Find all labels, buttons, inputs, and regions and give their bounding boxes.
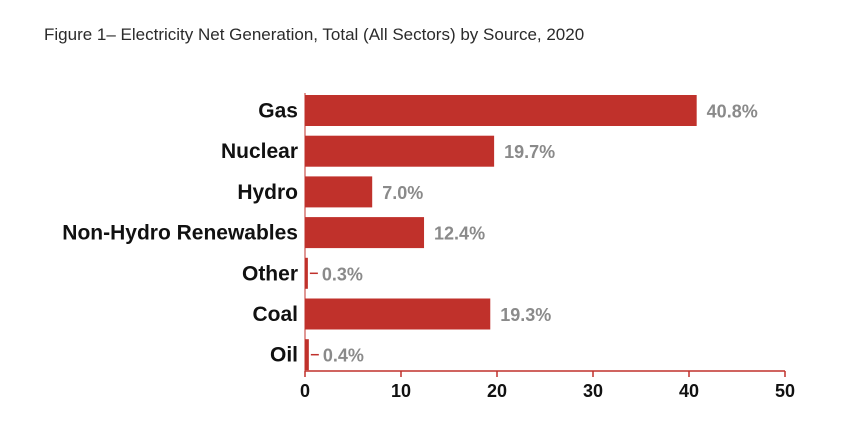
bar — [305, 298, 491, 330]
value-label: 40.8% — [707, 102, 758, 122]
x-tick-label: 40 — [679, 381, 699, 401]
bars-group: Gas 40.8% Nuclear 19.7% Hydro 7.0% Non-Hydro R… — [62, 95, 758, 371]
x-tick-label: 0 — [300, 381, 310, 401]
value-label: 0.3% — [322, 264, 363, 284]
chart-title: Figure 1– Electricity Net Generation, To… — [44, 25, 585, 44]
bar — [305, 217, 425, 249]
value-label: 19.3% — [500, 305, 551, 325]
bar — [305, 95, 697, 126]
bar — [305, 135, 495, 167]
category-label: Hydro — [237, 181, 298, 204]
x-axis: 0 10 20 30 40 50 — [300, 93, 795, 401]
category-label: Gas — [258, 100, 298, 123]
x-tick-label: 50 — [775, 381, 795, 401]
category-label: Non-Hydro Renewables — [62, 222, 298, 245]
bar — [305, 339, 309, 371]
value-label: 7.0% — [382, 183, 423, 203]
value-label: 0.4% — [323, 346, 364, 366]
category-label: Coal — [252, 303, 298, 326]
x-tick-label: 30 — [583, 381, 603, 401]
bar — [305, 257, 308, 289]
value-label: 12.4% — [434, 224, 485, 244]
value-label: 19.7% — [504, 142, 555, 162]
bar — [305, 176, 373, 208]
x-tick-label: 20 — [487, 381, 507, 401]
category-label: Oil — [270, 344, 298, 367]
category-label: Other — [242, 262, 298, 285]
x-tick-label: 10 — [391, 381, 411, 401]
category-label: Nuclear — [221, 140, 298, 163]
